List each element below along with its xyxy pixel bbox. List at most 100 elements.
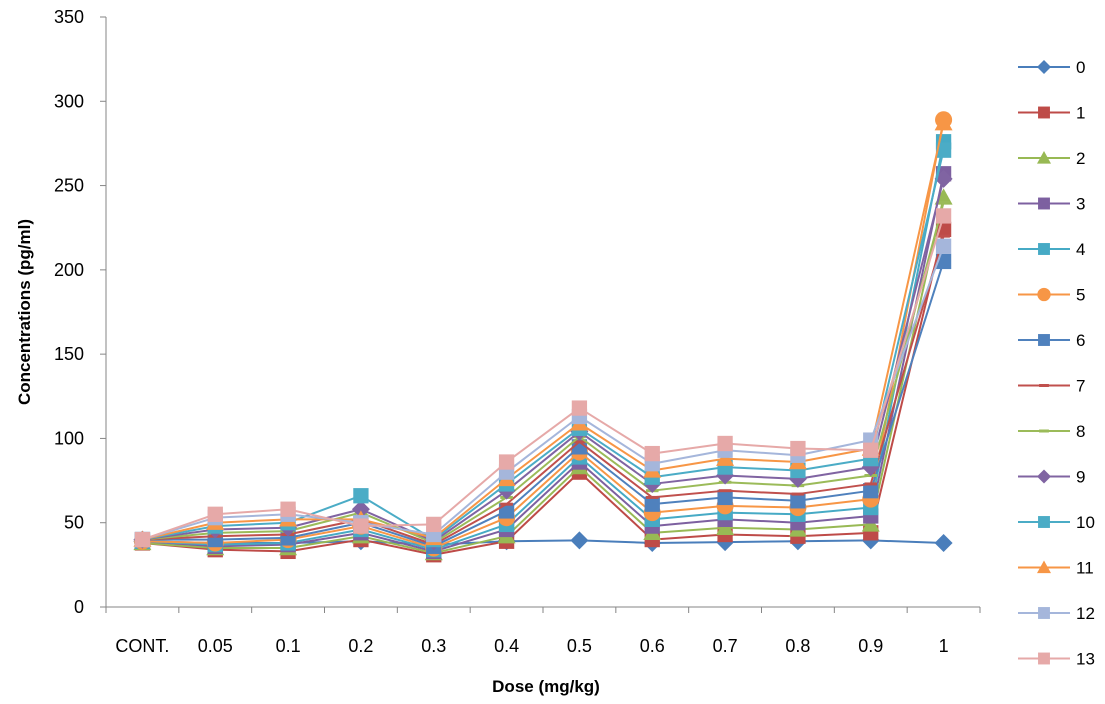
legend-label: 7: [1076, 377, 1085, 396]
data-point: [645, 495, 659, 499]
legend-marker: [1037, 469, 1051, 484]
data-point: [644, 496, 660, 512]
x-tick-label: 0.6: [640, 636, 665, 656]
data-point: [790, 493, 806, 509]
legend-marker: [1037, 287, 1051, 302]
series-10: [134, 142, 952, 548]
data-point: [937, 234, 950, 238]
legend-marker: [1039, 384, 1049, 387]
legend-label: 0: [1076, 58, 1085, 77]
legend-label: 6: [1076, 331, 1085, 350]
legend-label: 11: [1076, 559, 1094, 578]
series-line: [142, 173, 945, 553]
data-point: [134, 531, 151, 548]
y-tick-label: 100: [54, 428, 84, 448]
legend-item: 6: [1018, 331, 1085, 350]
legend-item: 9: [1018, 468, 1085, 487]
data-point: [863, 483, 879, 499]
x-tick-label: 0.2: [348, 636, 373, 656]
data-point: [791, 492, 805, 496]
legend-item: 5: [1018, 286, 1085, 305]
legend-marker: [1038, 197, 1050, 210]
legend-label: 8: [1076, 422, 1085, 441]
series-line: [142, 261, 945, 548]
data-point: [937, 200, 950, 204]
series-line: [142, 215, 945, 541]
legend-label: 5: [1076, 286, 1085, 305]
series-line: [142, 122, 945, 541]
data-point: [571, 400, 588, 416]
series-4: [134, 134, 952, 558]
legend-label: 1: [1076, 104, 1085, 123]
legend-label: 13: [1076, 650, 1095, 669]
series-3: [134, 166, 952, 560]
x-tick-label: 0.05: [198, 636, 233, 656]
x-tick-label: CONT.: [115, 636, 169, 656]
data-point: [934, 114, 953, 131]
legend-label: 2: [1076, 149, 1085, 168]
legend-marker: [1038, 607, 1050, 619]
x-tick-label: 0.8: [785, 636, 810, 656]
legend-marker: [1038, 243, 1050, 255]
x-tick-label: 0.3: [421, 636, 446, 656]
series-8: [136, 200, 950, 545]
x-tick-label: 0.4: [494, 636, 519, 656]
data-point: [790, 440, 806, 457]
series-9: [133, 169, 953, 551]
y-tick-label: 0: [74, 597, 84, 617]
legend-marker: [1038, 516, 1050, 528]
series-line: [142, 235, 945, 546]
legend-marker: [1037, 60, 1051, 74]
series-7: [136, 234, 950, 547]
legend-item: 0: [1018, 58, 1085, 77]
legend-label: 3: [1076, 195, 1085, 214]
data-point: [935, 142, 952, 158]
data-point: [573, 440, 586, 444]
data-point: [935, 208, 952, 224]
data-point: [280, 501, 296, 517]
legend-label: 9: [1076, 468, 1085, 487]
legend-item: 4: [1018, 240, 1085, 259]
legend-item: 7: [1018, 377, 1085, 396]
legend-item: 13: [1018, 650, 1095, 669]
series-line: [142, 141, 945, 551]
y-tick-label: 150: [54, 344, 84, 364]
legend-marker: [1037, 151, 1051, 164]
legend-marker: [1038, 334, 1050, 346]
data-point: [718, 489, 732, 493]
data-point: [864, 482, 878, 486]
data-point: [351, 500, 370, 519]
series-line: [142, 202, 945, 544]
series-13: [134, 208, 952, 548]
x-tick-label: 0.9: [858, 636, 883, 656]
x-tick-label: 1: [939, 636, 949, 656]
legend-label: 12: [1076, 604, 1095, 623]
series-line: [142, 119, 945, 549]
y-tick-label: 350: [54, 7, 84, 27]
data-point: [863, 442, 879, 458]
data-point: [498, 454, 515, 470]
series-line: [142, 229, 945, 556]
x-axis-title: Dose (mg/kg): [492, 677, 600, 696]
legend-item: 8: [1018, 422, 1085, 441]
y-tick-label: 50: [64, 513, 84, 533]
x-tick-label: 0.5: [567, 636, 592, 656]
legend-item: 1: [1018, 104, 1085, 123]
data-point: [934, 533, 953, 552]
data-point: [426, 516, 442, 533]
series-layer: [133, 111, 953, 563]
y-tick-label: 250: [54, 176, 84, 196]
axes: 0 50 100 150 200 250 300 350 CONT. 0.05 0.1 0.2 0.3 0…: [54, 7, 981, 656]
data-point: [207, 506, 223, 522]
x-tick-label: 0.7: [713, 636, 738, 656]
data-point: [935, 238, 952, 254]
data-point: [353, 518, 369, 534]
legend-item: 10: [1018, 513, 1095, 532]
legend-item: 3: [1018, 195, 1085, 214]
series-line: [142, 197, 945, 555]
series-line: [142, 149, 945, 541]
series-6: [134, 253, 952, 554]
data-point: [500, 502, 513, 506]
